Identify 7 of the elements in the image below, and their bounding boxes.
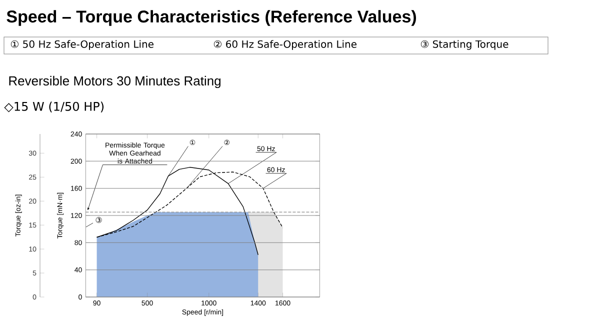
chart-title: Speed – Torque Characteristics (Reference Values) xyxy=(6,10,416,26)
text: ◇15 W (1/50 HP) xyxy=(4,102,104,112)
text: ① 50 Hz Safe-Operation Line xyxy=(10,40,154,50)
chart-subtitle: Reversible Motors 30 Minutes Rating xyxy=(9,76,220,88)
text: ③ Starting Torque xyxy=(420,40,508,50)
text: ② 60 Hz Safe-Operation Line xyxy=(214,40,356,50)
annotation: ③ xyxy=(96,217,102,223)
